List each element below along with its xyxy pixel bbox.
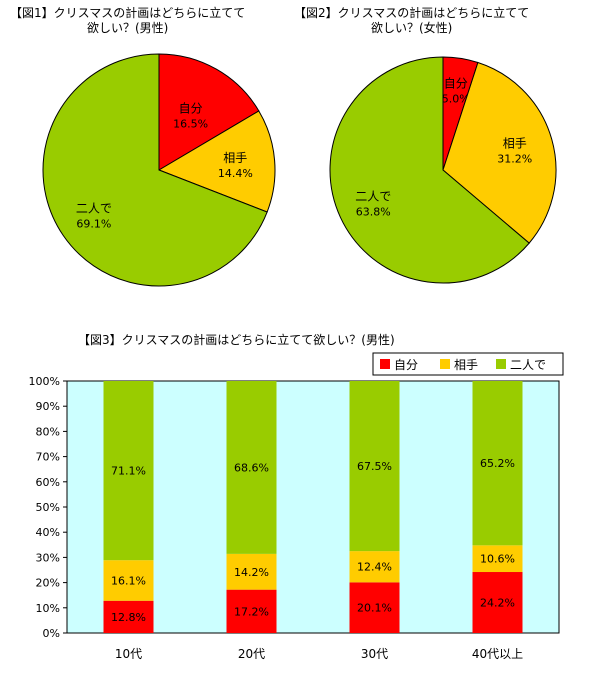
legend-swatch-together bbox=[496, 359, 506, 369]
y-tick-label: 40% bbox=[36, 526, 60, 539]
legend-swatch-self bbox=[380, 359, 390, 369]
pie1-slice-partner bbox=[157, 110, 276, 213]
pie1-slice-label-partner: 相手 bbox=[223, 151, 247, 165]
bar-title: 【図3】クリスマスの計画はどちらに立てて欲しい？(男性) bbox=[78, 333, 395, 347]
y-tick-label: 20% bbox=[36, 577, 60, 590]
legend-label-partner: 相手 bbox=[454, 358, 478, 372]
pie1-slice-value-partner: 14.4% bbox=[218, 167, 253, 180]
bar-together-3 bbox=[349, 381, 400, 552]
bar-self-4 bbox=[472, 572, 523, 633]
y-tick-label: 30% bbox=[36, 551, 60, 564]
pie2-slice-value-self: 5.0% bbox=[442, 93, 470, 106]
bar-self-3 bbox=[349, 582, 400, 633]
legend-label-together: 二人で bbox=[510, 358, 546, 372]
bar-label-partner-2: 14.2% bbox=[234, 566, 269, 579]
pie2-title: 【図2】クリスマスの計画はどちらに立てて 欲しい？(女性) bbox=[294, 6, 529, 36]
pie2-slice-value-together: 63.8% bbox=[356, 205, 391, 218]
legend-swatch-partner bbox=[440, 359, 450, 369]
bar-partner-1 bbox=[103, 560, 154, 601]
bar-label-self-4: 24.2% bbox=[480, 597, 515, 610]
pie1-slice-label-self: 自分 bbox=[179, 102, 203, 116]
pie1-slice-value-together: 69.1% bbox=[76, 218, 111, 231]
bar-label-partner-1: 16.1% bbox=[111, 574, 146, 587]
x-category-label: 40代以上 bbox=[472, 647, 523, 661]
bar-label-together-3: 67.5% bbox=[357, 460, 392, 473]
pie2-slice-together bbox=[329, 56, 530, 284]
bar-self-2 bbox=[226, 589, 277, 633]
pie2-title-line1: 【図2】クリスマスの計画はどちらに立てて bbox=[294, 6, 530, 20]
stacked-bar-chart: 0% 10% 20% 30% 40% 50% 60% 70% 80% 90% 100% 12.8% 16… bbox=[29, 352, 564, 661]
pie2-slice-label-partner: 相手 bbox=[503, 137, 527, 151]
x-category-label: 30代 bbox=[361, 647, 388, 661]
y-tick-label: 80% bbox=[36, 425, 60, 438]
bar-legend bbox=[372, 352, 564, 376]
pie2-slice-label-self: 自分 bbox=[444, 77, 468, 91]
bar-label-together-2: 68.6% bbox=[234, 461, 269, 474]
pie2-slice-value-partner: 31.2% bbox=[497, 153, 532, 166]
pie2-title-line2: 欲しい？(女性) bbox=[370, 21, 453, 35]
pie1-slice-together bbox=[42, 53, 268, 287]
bar-label-together-4: 65.2% bbox=[480, 457, 515, 470]
bar-partner-3 bbox=[349, 551, 400, 583]
bar-label-self-3: 20.1% bbox=[357, 602, 392, 615]
pie1-title: 【図1】クリスマスの計画はどちらに立てて 欲しい？(男性) bbox=[10, 6, 245, 36]
y-tick-label: 50% bbox=[36, 501, 60, 514]
bar-together-2 bbox=[226, 381, 277, 554]
bar-partner-4 bbox=[472, 545, 523, 573]
y-tick-label: 90% bbox=[36, 400, 60, 413]
pie2-slice-label-together: 二人で bbox=[355, 189, 391, 203]
y-tick-label: 60% bbox=[36, 476, 60, 489]
pie2-slice-partner bbox=[442, 61, 557, 244]
pie1-slice-label-together: 二人で bbox=[76, 202, 112, 216]
pie-chart-female: 自分 5.0% 相手 31.2% 二人で 63.8% bbox=[329, 56, 557, 284]
bar-together-1 bbox=[103, 381, 154, 561]
bar-label-partner-4: 10.6% bbox=[480, 553, 515, 566]
bar-label-partner-3: 12.4% bbox=[357, 561, 392, 574]
bar-label-self-1: 12.8% bbox=[111, 611, 146, 624]
x-category-label: 10代 bbox=[115, 647, 142, 661]
bar-partner-2 bbox=[226, 553, 277, 590]
bar-self-1 bbox=[103, 600, 154, 633]
y-tick-label: 10% bbox=[36, 602, 60, 615]
pie1-slice-self bbox=[158, 53, 260, 171]
pie1-title-line1: 【図1】クリスマスの計画はどちらに立てて bbox=[10, 6, 246, 20]
bar-label-together-1: 71.1% bbox=[111, 465, 146, 478]
bar-together-4 bbox=[472, 381, 523, 546]
pie1-slice-value-self: 16.5% bbox=[173, 118, 208, 131]
bar-label-self-2: 17.2% bbox=[234, 605, 269, 618]
y-tick-label: 70% bbox=[36, 451, 60, 464]
x-category-label: 20代 bbox=[238, 647, 265, 661]
pie-chart-male: 自分 16.5% 相手 14.4% 二人で 69.1% bbox=[42, 53, 276, 287]
y-tick-label: 100% bbox=[29, 375, 60, 388]
y-tick-label: 0% bbox=[43, 627, 60, 640]
legend-label-self: 自分 bbox=[394, 358, 418, 372]
pie1-title-line2: 欲しい？(男性) bbox=[86, 21, 169, 35]
